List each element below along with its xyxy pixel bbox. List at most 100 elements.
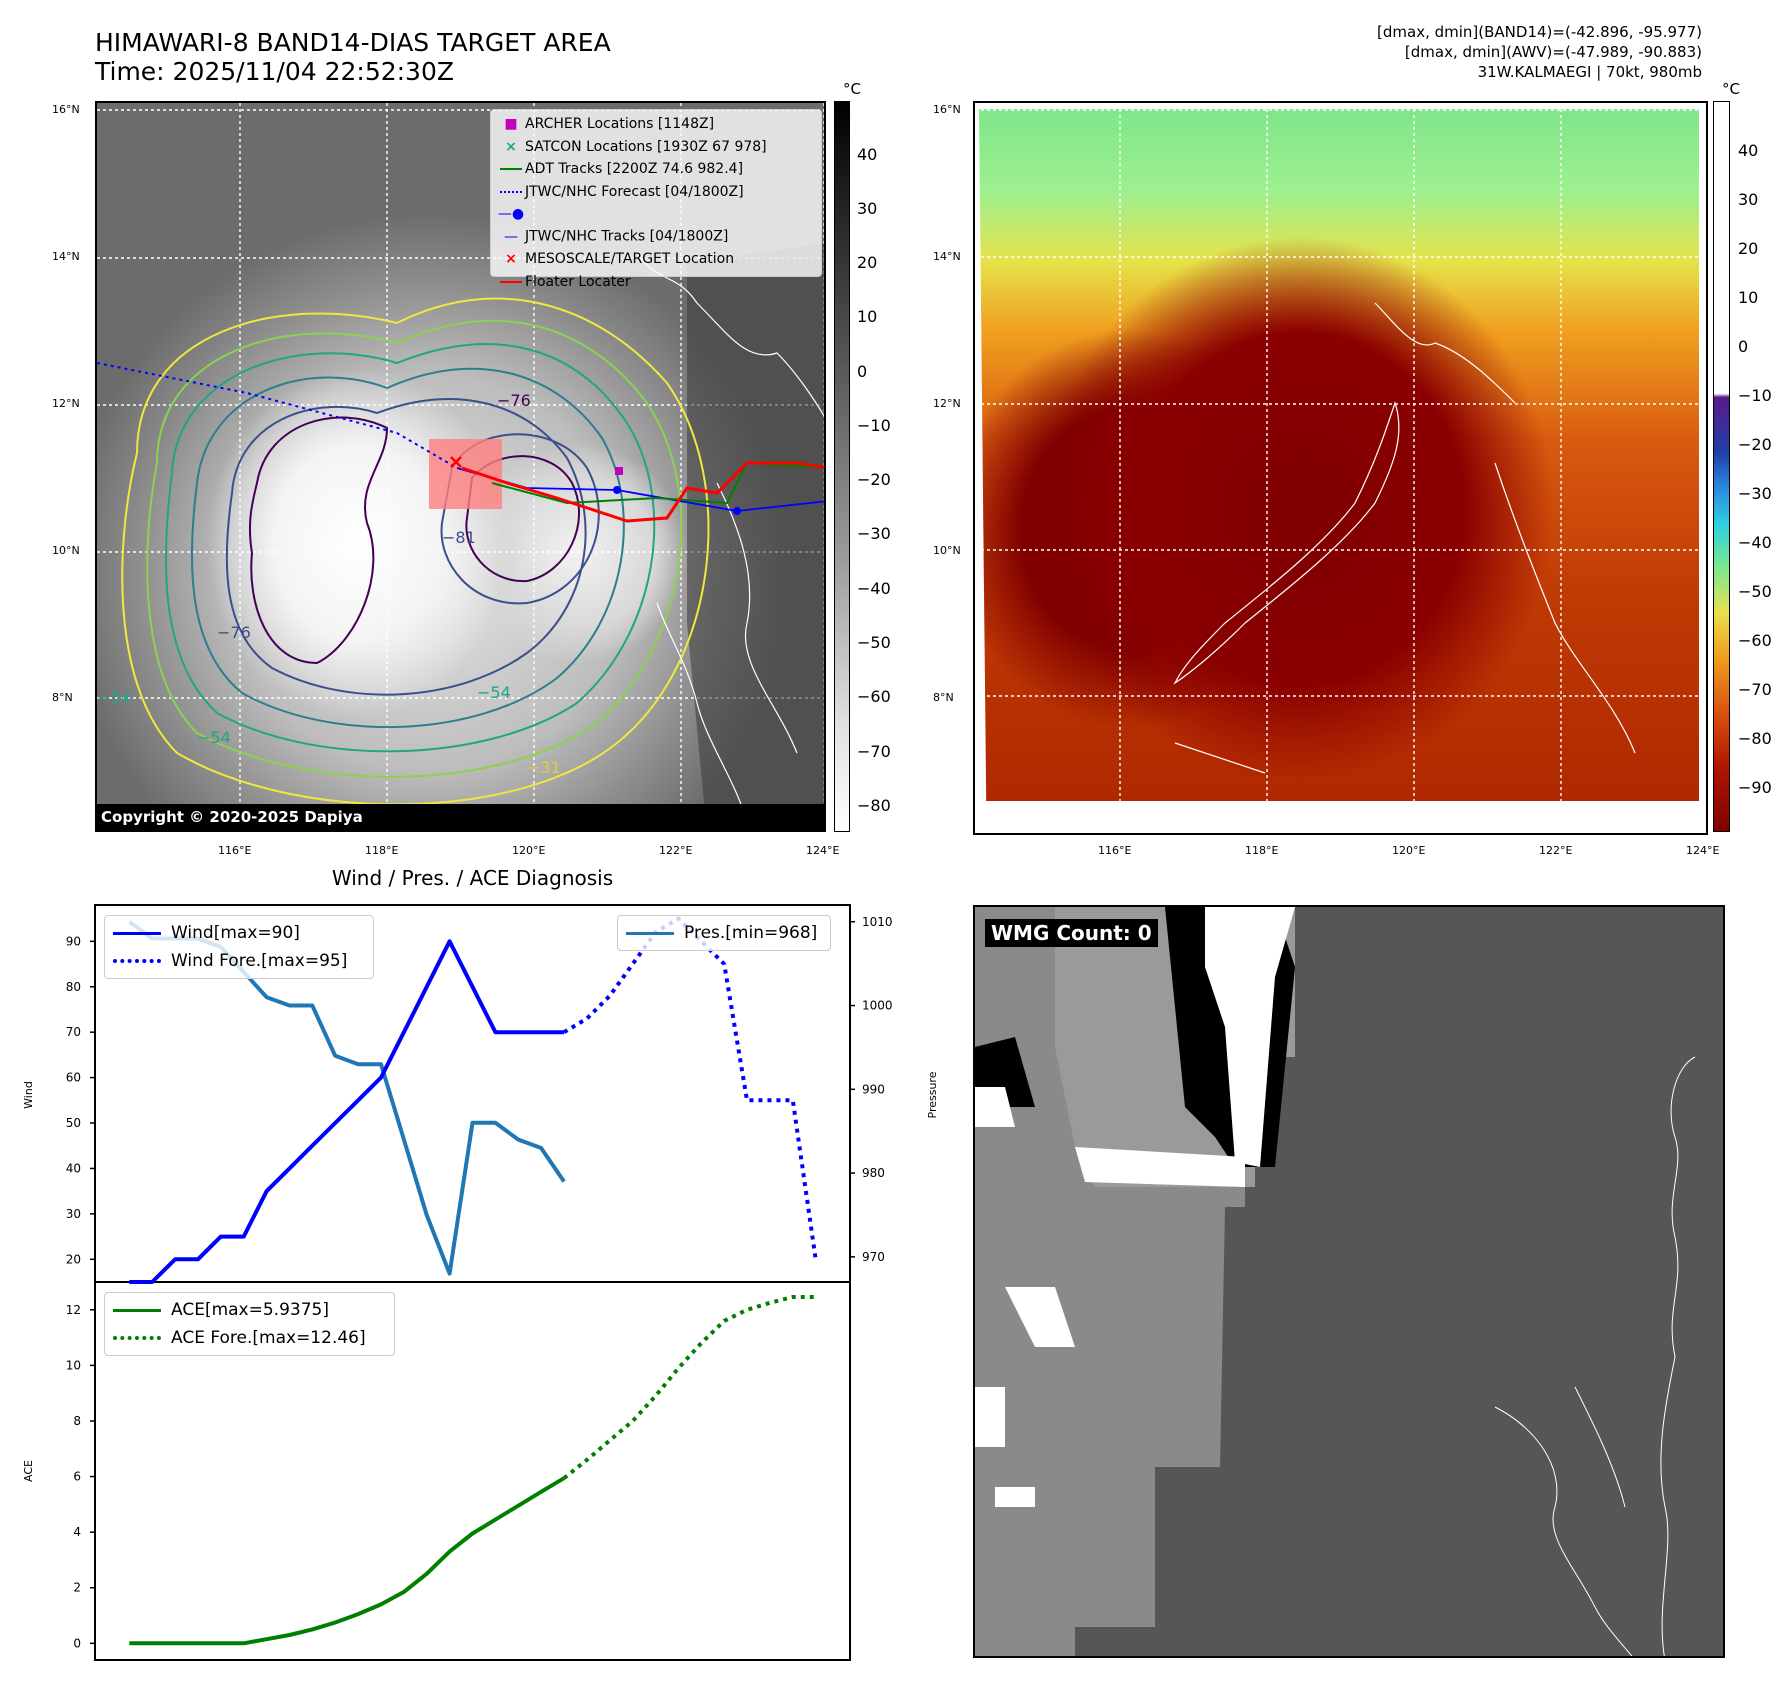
colorbar1-tick: 10: [857, 307, 878, 326]
band14-map: −76 −81 −76 −54 −54 −54 −31 ■ ARCHER Loca…: [95, 101, 826, 832]
y-tick-label: 60: [66, 1071, 81, 1085]
legend-item-wind: Wind[max=90]: [113, 919, 365, 947]
map1-lat-tick: 8°N: [52, 691, 73, 704]
target-area-box: [429, 439, 502, 509]
wmg-imagery: [975, 907, 1696, 1656]
colorbar2-tick: 0: [1738, 337, 1749, 356]
map1-lon-tick: 122°E: [659, 844, 693, 857]
map1-lat-tick: 14°N: [52, 250, 80, 263]
colorbar2-tick: −10: [1738, 386, 1772, 405]
colorbar1-tick: −60: [857, 687, 891, 706]
ace-axes: [94, 1281, 851, 1661]
legend-item-pressure: Pres.[min=968]: [626, 919, 822, 947]
diagnosis-title: Wind / Pres. / ACE Diagnosis: [331, 866, 614, 890]
wind-legend: Wind[max=90] Wind Fore.[max=95]: [104, 915, 374, 979]
jtwc-forecast-track: [97, 362, 458, 469]
map2-lat-tick: 12°N: [933, 397, 961, 410]
map1-lon-tick: 120°E: [512, 844, 546, 857]
colorbar2-unit: °C: [1722, 80, 1740, 98]
contour-labels: −76 −81 −76 −54 −54 −54 −31: [97, 391, 561, 777]
map2-gridlines: [975, 103, 1706, 833]
ace-forecast-series-line: [562, 1295, 816, 1480]
colorbar2-tick: −40: [1738, 533, 1772, 552]
awv-imagery: [979, 109, 1699, 801]
svg-text:−76: −76: [497, 391, 531, 410]
colorbar1-tick: −80: [857, 796, 891, 815]
ace-axis-label: ACE: [22, 1460, 35, 1482]
y-tick-label: 50: [66, 1116, 81, 1130]
colorbar1-unit: °C: [843, 80, 861, 98]
legend-item-mesoscale: × MESOSCALE/TARGET Location: [505, 251, 735, 267]
colorbar1-tick: −70: [857, 742, 891, 761]
colorbar1-tick: −10: [857, 416, 891, 435]
legend-item-ace: ACE[max=5.9375]: [113, 1296, 386, 1324]
y-tick-label: 0: [73, 1636, 81, 1650]
y2-tick-label: 980: [862, 1166, 885, 1180]
map2-lon-tick: 120°E: [1392, 844, 1426, 857]
awv-colorbar: [1713, 101, 1730, 832]
y-tick-label: 80: [66, 980, 81, 994]
copyright-banner: Copyright © 2020-2025 Dapiya: [97, 804, 824, 830]
svg-text:−54: −54: [97, 688, 131, 707]
figure-title: HIMAWARI-8 BAND14-DIAS TARGET AREA: [95, 28, 611, 57]
colorbar1-tick: 0: [857, 362, 868, 381]
colorbar2-tick: −80: [1738, 729, 1772, 748]
y-tick-label: 90: [66, 934, 81, 948]
dmax-awv: [dmax, dmin](AWV)=(-47.989, -90.883): [1404, 43, 1702, 61]
wmg-panel: WMG Count: 0: [973, 905, 1725, 1658]
map2-coastlines: [1173, 302, 1636, 774]
map2-lat-tick: 16°N: [933, 103, 961, 116]
y-tick-label: 20: [66, 1252, 81, 1266]
map1-lon-tick: 124°E: [806, 844, 840, 857]
ace-legend: ACE[max=5.9375] ACE Fore.[max=12.46]: [104, 1292, 395, 1356]
legend-item-jtwc-forecast: JTWC/NHC Forecast [04/1800Z]: [497, 181, 815, 204]
colorbar1-tick: 20: [857, 253, 878, 272]
band14-map-overlay: −76 −81 −76 −54 −54 −54 −31: [97, 103, 824, 830]
archer-location-marker: [615, 467, 623, 475]
pressure-axis-label: Pressure: [926, 1071, 939, 1118]
y2-tick-label: 970: [862, 1250, 885, 1264]
ace-series-line: [129, 1476, 566, 1646]
y-tick-label: 2: [73, 1581, 81, 1595]
temperature-contours: [121, 297, 710, 806]
colorbar2-tick: −50: [1738, 582, 1772, 601]
colorbar2-tick: −20: [1738, 435, 1772, 454]
map2-lon-tick: 124°E: [1686, 844, 1720, 857]
legend-item-archer: ■ ARCHER Locations [1148Z]: [504, 116, 715, 132]
colorbar2-tick: −70: [1738, 680, 1772, 699]
map2-lon-tick: 122°E: [1539, 844, 1573, 857]
legend-item-ace-forecast: ACE Fore.[max=12.46]: [113, 1324, 386, 1352]
colorbar2-tick: 40: [1738, 141, 1759, 160]
colorbar2-tick: 30: [1738, 190, 1759, 209]
wmg-count-label: WMG Count: 0: [985, 919, 1158, 947]
y-tick-label: 12: [66, 1303, 81, 1317]
colorbar2-tick: 20: [1738, 239, 1759, 258]
svg-text:−54: −54: [197, 728, 231, 747]
y-tick-label: 30: [66, 1207, 81, 1221]
figure-time: Time: 2025/11/04 22:52:30Z: [95, 57, 454, 86]
map2-lat-tick: 10°N: [933, 544, 961, 557]
band14-colorbar: [834, 101, 850, 832]
awv-map-overlay: [975, 103, 1706, 833]
legend-item-wind-forecast: Wind Fore.[max=95]: [113, 947, 365, 975]
svg-text:−31: −31: [527, 758, 561, 777]
colorbar1-tick: −20: [857, 470, 891, 489]
map2-lat-tick: 8°N: [933, 691, 954, 704]
map1-lat-tick: 16°N: [52, 103, 80, 116]
dmax-band14: [dmax, dmin](BAND14)=(-42.896, -95.977): [1377, 23, 1702, 41]
map2-lon-tick: 116°E: [1098, 844, 1132, 857]
colorbar1-tick: −40: [857, 579, 891, 598]
y2-tick-label: 990: [862, 1082, 885, 1096]
storm-info: 31W.KALMAEGI | 70kt, 980mb: [1477, 63, 1702, 81]
y2-tick-label: 1010: [862, 915, 893, 929]
colorbar2-tick: −90: [1738, 778, 1772, 797]
colorbar2-tick: −30: [1738, 484, 1772, 503]
mesoscale-target-marker: [450, 456, 462, 468]
map1-lat-tick: 10°N: [52, 544, 80, 557]
map1-lon-tick: 118°E: [365, 844, 399, 857]
map1-lat-tick: 12°N: [52, 397, 80, 410]
wind-forecast-series-line: [562, 916, 818, 1260]
awv-map: [973, 101, 1708, 835]
colorbar2-tick: 10: [1738, 288, 1759, 307]
diagnosis-charts: 20 30 40 50 60 70 80 90 970 980 990 1000 1010 0 2 4 6 8…: [22, 904, 939, 1661]
